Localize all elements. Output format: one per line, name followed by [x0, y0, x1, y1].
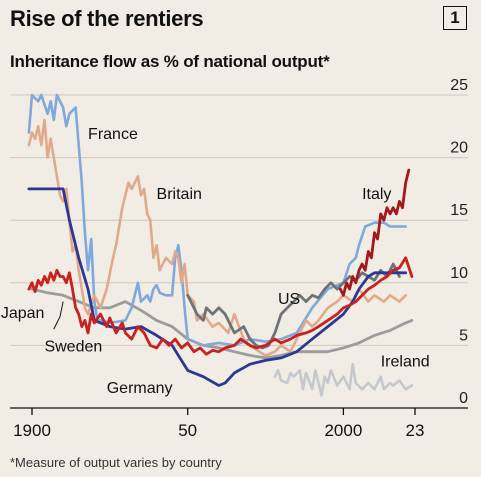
x-tick-label: 23	[406, 421, 425, 440]
y-tick-label: 0	[459, 390, 468, 407]
y-tick-label: 15	[450, 202, 468, 219]
series-line-germany	[27, 187, 408, 387]
y-tick-label: 5	[459, 327, 468, 344]
series-label-japan: Japan	[1, 305, 45, 322]
series-label-britain: Britain	[157, 186, 202, 203]
series-line-us	[186, 262, 401, 350]
series-label-ireland: Ireland	[381, 354, 430, 371]
series-label-us: US	[278, 291, 300, 308]
series-label-germany: Germany	[107, 380, 173, 397]
footnote: *Measure of output varies by country	[10, 455, 222, 470]
series-line-france	[27, 93, 407, 347]
japan-leader-line	[53, 301, 64, 330]
x-tick-label: 1900	[13, 421, 51, 440]
series-line-ireland	[273, 362, 414, 397]
britain-leader	[144, 185, 153, 188]
series-line-britain	[27, 118, 407, 357]
series-line-sweden	[27, 256, 414, 356]
series-labels: France Britain Italy US Germany Japan Sweden Ir…	[1, 126, 430, 397]
series-label-sweden: Sweden	[44, 339, 102, 356]
y-tick-label: 25	[450, 77, 468, 94]
chart-number-badge: 1	[443, 6, 467, 30]
gridlines	[10, 94, 468, 346]
chart-subtitle: Inheritance flow as % of national output…	[10, 52, 330, 71]
series-lines	[27, 93, 414, 397]
series-line-italy	[338, 168, 411, 297]
x-tick-label: 50	[178, 421, 197, 440]
y-tick-label: 10	[450, 265, 468, 282]
chart-title: Rise of the rentiers	[10, 6, 204, 31]
x-tick-label: 2000	[324, 421, 362, 440]
axes: 0 5 10 15 20 25 1900 50 2000 23	[10, 77, 468, 440]
series-label-france: France	[88, 126, 138, 143]
series-label-italy: Italy	[362, 186, 391, 203]
y-tick-label: 20	[450, 140, 468, 157]
series-line-japan	[30, 287, 414, 360]
